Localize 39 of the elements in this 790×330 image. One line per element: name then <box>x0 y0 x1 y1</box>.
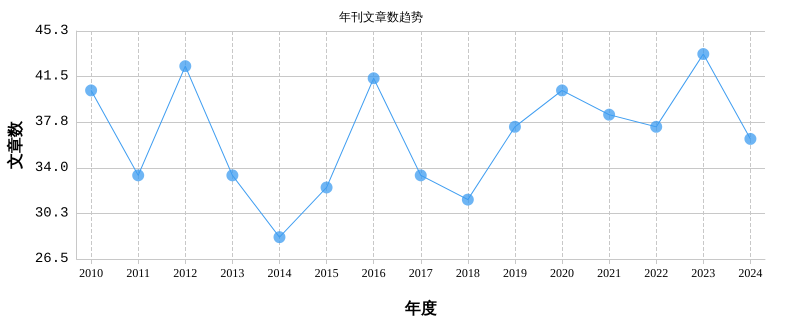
x-tick-label: 2022 <box>644 266 668 280</box>
x-tick-label: 2024 <box>738 266 762 280</box>
x-tick-label: 2015 <box>314 266 339 280</box>
x-tick-label: 2014 <box>267 266 292 280</box>
y-tick-label: 26.5 <box>34 251 69 267</box>
x-tick-label: 2017 <box>408 266 433 280</box>
y-axis-title: 文章数 <box>6 120 24 170</box>
point <box>368 72 380 84</box>
point <box>320 181 333 194</box>
x-axis-title: 年度 <box>404 298 437 318</box>
point <box>132 169 144 182</box>
y-tick-label: 41.5 <box>34 68 69 85</box>
x-tick-label: 2023 <box>691 266 716 280</box>
point <box>462 194 474 206</box>
point <box>226 169 238 182</box>
point <box>414 169 427 182</box>
x-tick-label: 2018 <box>456 266 480 280</box>
y-tick-label: 30.3 <box>34 205 69 222</box>
point <box>508 120 521 133</box>
point <box>697 48 710 60</box>
y-tick-label: 37.8 <box>34 114 69 130</box>
point <box>556 84 568 96</box>
point <box>85 84 98 96</box>
y-tick-label: 34.0 <box>34 160 69 176</box>
point <box>273 231 286 244</box>
chart-title: 年刊文章数趋势 <box>339 10 423 24</box>
x-tick-label: 2020 <box>550 266 574 280</box>
x-tick-label: 2010 <box>79 266 104 280</box>
x-tick-label: 2019 <box>502 266 527 280</box>
x-tick-label: 2013 <box>220 266 244 280</box>
y-tick-label: 45.3 <box>34 23 69 39</box>
x-tick-label: 2016 <box>362 266 386 280</box>
x-tick-label: 2021 <box>597 266 622 280</box>
x-tick-label: 2012 <box>173 266 198 280</box>
point <box>744 132 756 145</box>
x-tick-label: 2011 <box>126 266 150 280</box>
point <box>603 108 616 121</box>
point <box>179 60 192 72</box>
point <box>650 120 662 133</box>
